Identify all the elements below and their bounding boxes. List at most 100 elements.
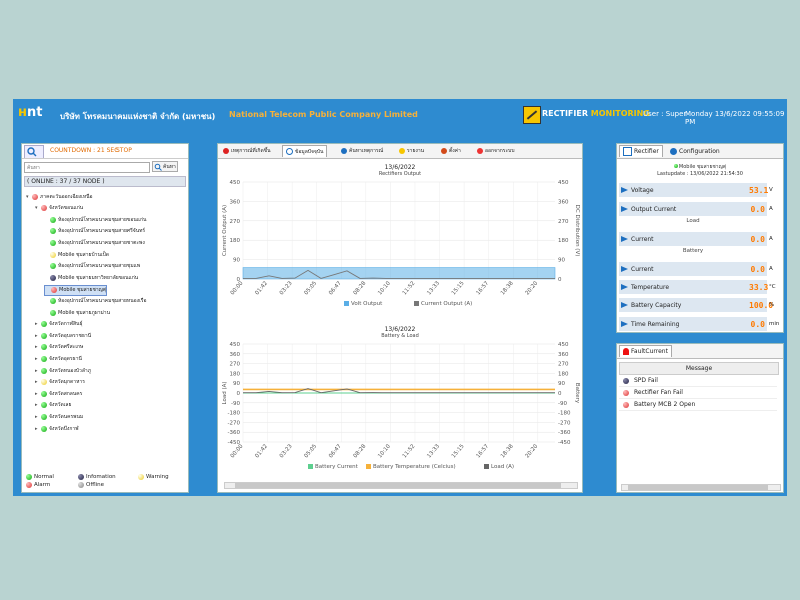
y2-tick-label: 450 bbox=[558, 342, 569, 348]
legend-label: Battery Current bbox=[315, 464, 359, 470]
horizontal-scrollbar[interactable] bbox=[224, 482, 578, 489]
red-status-icon bbox=[623, 389, 629, 396]
value-unit: V bbox=[769, 187, 773, 193]
series-line bbox=[243, 388, 555, 394]
tab-search-events[interactable]: ค้นหาเหตุการณ์ bbox=[338, 145, 386, 157]
y2-tick-label: 0 bbox=[558, 391, 562, 397]
expand-arrow-icon[interactable]: ▸ bbox=[35, 413, 38, 420]
alarm-icon bbox=[223, 148, 229, 154]
tree-node-label: จังหวัดศรีสะเกษ bbox=[49, 344, 84, 351]
main-tabs: เหตุการณ์ที่เกิดขึ้น ข้อมูลปัจจุบัน ค้นห… bbox=[218, 144, 582, 159]
value-label: Time Remaining bbox=[631, 320, 680, 328]
tree-node-label: ภาคตะวันออกเฉียงเหนือ bbox=[40, 193, 93, 200]
tree-node[interactable]: ▸ จังหวัดหนองบัวลำภู bbox=[35, 366, 91, 375]
expand-arrow-icon[interactable]: ▸ bbox=[35, 332, 38, 339]
tab-events[interactable]: เหตุการณ์ที่เกิดขึ้น bbox=[220, 145, 274, 157]
tab-settings[interactable]: ตั้งค่า bbox=[438, 145, 464, 157]
green-status-icon bbox=[50, 263, 56, 270]
node-search-button[interactable]: ค้นหา bbox=[152, 161, 178, 172]
tree-node[interactable]: ▾ ภาคตะวันออกเฉียงเหนือ bbox=[26, 192, 93, 201]
tab-logout[interactable]: ออกจากระบบ bbox=[474, 145, 518, 157]
legend-swatch bbox=[484, 464, 489, 469]
fault-row[interactable]: SPD Fail bbox=[619, 375, 777, 387]
gear-icon bbox=[441, 148, 447, 154]
expand-arrow-icon[interactable]: ▸ bbox=[35, 344, 38, 351]
expand-arrow-icon[interactable]: ▸ bbox=[35, 425, 38, 432]
y-tick-label: 180 bbox=[230, 371, 241, 377]
tree-node[interactable]: ▸ จังหวัดสกลนคร bbox=[35, 389, 82, 398]
tab-search[interactable] bbox=[24, 145, 44, 158]
company-name-th: บริษัท โทรคมนาคมแห่งชาติ จำกัด (มหาชน) bbox=[60, 112, 216, 121]
tree-node[interactable]: ▾ จังหวัดขอนแก่น bbox=[35, 204, 83, 213]
tree-node[interactable]: ▸ จังหวัดอุบลราชธานี bbox=[35, 331, 91, 340]
fault-row[interactable]: Battery MCB 2 Open bbox=[619, 399, 777, 411]
y2-tick-label: -90 bbox=[558, 401, 567, 407]
green-status-icon bbox=[50, 297, 56, 304]
scrollbar-thumb[interactable] bbox=[235, 483, 561, 488]
tree-node[interactable]: ▸ จังหวัดนครพนม bbox=[35, 412, 83, 421]
tab-fault-current[interactable]: FaultCurrent bbox=[619, 345, 672, 357]
green-status-icon bbox=[41, 413, 47, 420]
blue-status-icon bbox=[623, 377, 629, 384]
tab-report[interactable]: รายงาน bbox=[396, 145, 427, 157]
green-status-icon bbox=[50, 228, 56, 235]
chart1-title: Rectifiers Output bbox=[378, 171, 422, 177]
tree-node[interactable]: ▸ จังหวัดกาฬสินธุ์ bbox=[35, 320, 83, 329]
fault-row[interactable]: Rectifier Fan Fail bbox=[619, 387, 777, 399]
tree-node-label: ห้องอุปกรณ์โทรคมนาคมชุมสายชุมแพ bbox=[58, 263, 141, 270]
tab-rectifier[interactable]: Rectifier bbox=[619, 145, 663, 157]
tree-node[interactable]: ▸ จังหวัดบึงกาฬ bbox=[35, 424, 79, 433]
siren-icon bbox=[623, 348, 629, 355]
refresh-countdown: COUNTDOWN : 21 SEC bbox=[50, 147, 119, 154]
legend-alarm-label: Alarm bbox=[34, 482, 51, 488]
x-tick-label: 20:20 bbox=[525, 443, 540, 459]
tab-current-data[interactable]: ข้อมูลปัจจุบัน bbox=[282, 145, 328, 157]
arrow-right-icon bbox=[621, 302, 628, 308]
node-tree-panel: COUNTDOWN : 21 SEC STOP ค้นหา ( ONLINE :… bbox=[21, 143, 189, 493]
legend-offline: Offline bbox=[78, 482, 104, 488]
value-reading: 0.0 bbox=[750, 234, 765, 244]
x-tick-label: 15:15 bbox=[451, 443, 466, 459]
x-tick-label: 05:05 bbox=[303, 280, 318, 296]
expand-arrow-icon[interactable]: ▸ bbox=[35, 321, 38, 328]
tree-node[interactable]: ห้องอุปกรณ์โทรคมนาคมชุมสายชาตะพง bbox=[44, 238, 145, 247]
y2-tick-label: -180 bbox=[558, 411, 571, 417]
tree-node[interactable]: ▸ จังหวัดเลย bbox=[35, 401, 71, 410]
section-battery: Battery bbox=[682, 248, 704, 254]
expand-arrow-icon[interactable]: ▸ bbox=[35, 355, 38, 362]
tree-node[interactable]: ห้องอุปกรณ์โทรคมนาคมชุมสายศรีจันทร์ bbox=[44, 227, 145, 236]
node-search-input[interactable] bbox=[24, 162, 150, 173]
tree-node[interactable]: Mobile ชุมสายชาญตุ่ bbox=[44, 284, 108, 296]
tree-node[interactable]: ▸ จังหวัดมุกดาหาร bbox=[35, 378, 85, 387]
collapse-arrow-icon[interactable]: ▾ bbox=[26, 193, 29, 200]
expand-arrow-icon[interactable]: ▸ bbox=[35, 379, 38, 386]
app-title-part-1: RECTIFIER bbox=[542, 109, 588, 118]
tab-report-label: รายงาน bbox=[407, 148, 425, 154]
tree-node[interactable]: ห้องอุปกรณ์โทรคมนาคมชุมสายชุมแพ bbox=[44, 262, 140, 271]
fault-message: Battery MCB 2 Open bbox=[634, 401, 696, 408]
tab-configuration[interactable]: Configuration bbox=[667, 145, 723, 157]
tree-node[interactable]: ห้องอุปกรณ์โทรคมนาคมชุมสายขอนแก่น bbox=[44, 215, 146, 224]
tree-node[interactable]: Mobile ชุมสายภูผาม่าน bbox=[44, 308, 110, 317]
stop-button[interactable]: STOP bbox=[116, 147, 132, 154]
left-toolbar: COUNTDOWN : 21 SEC STOP bbox=[22, 144, 188, 159]
tree-node[interactable]: ห้องอุปกรณ์โทรคมนาคมชุมสายหนองเรือ bbox=[44, 296, 146, 305]
x-tick-label: 13:33 bbox=[426, 280, 441, 296]
fault-scrollbar-thumb[interactable] bbox=[628, 485, 768, 490]
tree-node[interactable]: Mobile ชุมสายบ้านเป็ด bbox=[44, 250, 109, 259]
legend-offline-label: Offline bbox=[86, 482, 105, 488]
value-label: Voltage bbox=[631, 186, 654, 194]
y2-tick-label: 360 bbox=[558, 199, 569, 205]
tree-node-label: จังหวัดหนองบัวลำภู bbox=[49, 367, 92, 374]
tree-node[interactable]: ▸ จังหวัดศรีสะเกษ bbox=[35, 343, 83, 352]
collapse-arrow-icon[interactable]: ▾ bbox=[35, 205, 38, 212]
tree-node[interactable]: Mobile ชุมสายมหาวิทยาลัยขอนแก่น bbox=[44, 273, 138, 282]
legend-swatch bbox=[308, 464, 313, 469]
expand-arrow-icon[interactable]: ▸ bbox=[35, 402, 38, 409]
fault-scrollbar[interactable] bbox=[621, 484, 781, 491]
tree-node[interactable]: ▸ จังหวัดอุดรธานี bbox=[35, 354, 82, 363]
last-update: Lastupdate : 13/06/2022 21:54:30 bbox=[657, 171, 743, 177]
expand-arrow-icon[interactable]: ▸ bbox=[35, 367, 38, 374]
expand-arrow-icon[interactable]: ▸ bbox=[35, 390, 38, 397]
section-load: Load bbox=[686, 218, 700, 224]
